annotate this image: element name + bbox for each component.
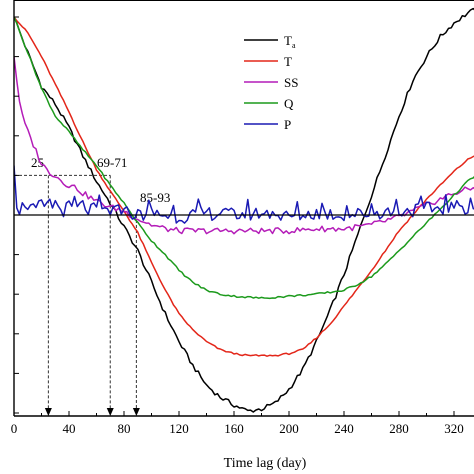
x-tick-label: 120 [169,421,189,436]
x-tick-label: 240 [334,421,354,436]
series-layer [14,7,474,413]
lag-arrow-icon [44,408,52,416]
annotation-label: 25 [31,155,44,170]
axes-layer: 0 40 80 120 160 200 240 280 320 [11,0,474,436]
x-tick-label: 320 [444,421,464,436]
legend-label-t: T [284,54,292,69]
legend-label-ss: SS [284,75,298,90]
x-axis-title: Time lag (day) [224,456,307,471]
series-line-ss [14,56,474,235]
lag-arrow-icon [106,408,114,416]
annotation-label: 69-71 [97,155,127,170]
legend: Ta T SS QP [244,33,298,132]
series-line-ta [14,7,474,413]
x-tick-label: 40 [63,421,76,436]
x-tick-label: 80 [118,421,131,436]
x-tick-label: 0 [11,421,18,436]
legend-label-p: P [284,117,291,132]
legend-label-q: Q [284,96,294,111]
lag-arrow-icon [132,408,140,416]
series-line-q [14,16,474,300]
series-line-p [14,165,474,224]
annotation-label: 85-93 [140,190,170,205]
x-tick-label: 160 [224,421,244,436]
annotation-layer: 25 69-71 85-93 [14,155,170,416]
x-tick-label: 280 [389,421,409,436]
legend-label-ta: Ta [284,33,296,50]
series-line-t [14,16,474,357]
x-tick-label: 200 [279,421,299,436]
